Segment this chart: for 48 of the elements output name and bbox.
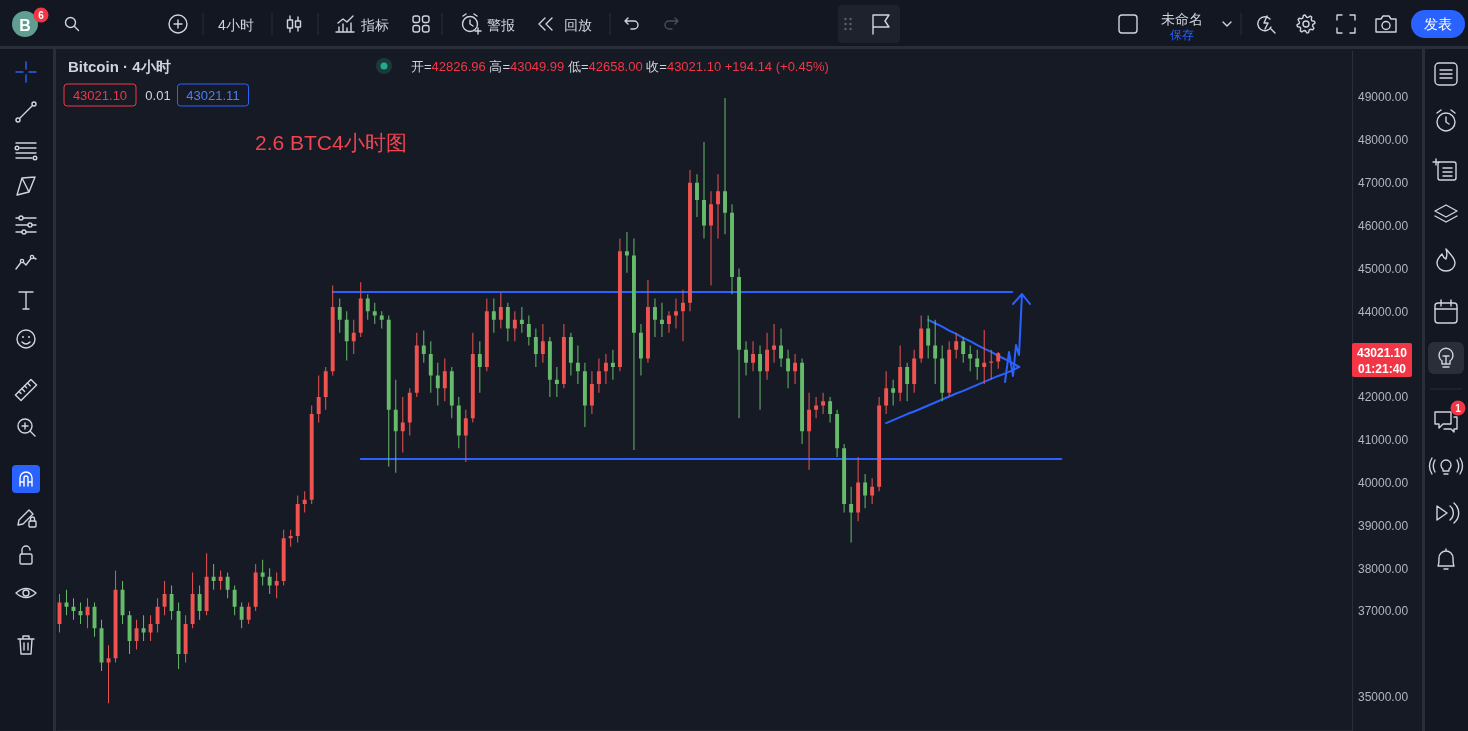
text: 1 <box>1455 402 1462 414</box>
text: 43021.10 <box>1356 346 1408 360</box>
text: 发表 <box>1424 16 1452 32</box>
text: 指标 <box>360 17 389 33</box>
candlestick <box>849 486 854 543</box>
y-tick-label: 41000.00 <box>1358 433 1409 448</box>
text: 保存 <box>1170 28 1194 42</box>
candlestick <box>106 645 111 704</box>
candlestick <box>982 330 987 385</box>
text: Bitcoin · 4小时 <box>68 57 171 75</box>
candlestick <box>400 396 405 453</box>
text: 6 <box>38 9 45 21</box>
y-tick-label: 45000.00 <box>1358 261 1409 276</box>
text: 4小时 <box>218 17 254 33</box>
annotation: 开=42826.96 高=43049.99 低=42658.00 收=43021.10 +194.14 (+0.45%) <box>411 58 829 74</box>
candlestick <box>723 97 727 235</box>
y-tick-label: 47000.00 <box>1358 176 1409 191</box>
candlestick <box>891 379 896 406</box>
candlestick <box>989 349 994 380</box>
annotation: 0.01 <box>145 87 171 103</box>
candlestick <box>372 302 377 325</box>
candlestick <box>772 324 777 363</box>
y-tick-label: 46000.00 <box>1358 218 1409 233</box>
y-tick-label: 49000.00 <box>1358 90 1409 105</box>
y-tick-label: 44000.00 <box>1358 304 1409 319</box>
y-tick-label: 39000.00 <box>1358 518 1409 533</box>
candlestick <box>674 298 678 329</box>
text: B <box>19 16 31 34</box>
y-tick-label: 40000.00 <box>1358 475 1409 490</box>
y-tick-label: 48000.00 <box>1358 133 1409 148</box>
annotation: 43021.10 <box>72 87 128 103</box>
candlestick <box>709 191 713 286</box>
candlestick <box>624 232 629 273</box>
text: 2.6 BTC4小时图 <box>255 130 407 154</box>
y-tick-label: 35000.00 <box>1358 690 1409 705</box>
text: 未命名 <box>1161 11 1203 27</box>
y-tick-label: 38000.00 <box>1358 561 1409 576</box>
y-tick-label: 37000.00 <box>1358 604 1409 619</box>
annotation: 43021.11 <box>186 87 240 103</box>
text: 01:21:40 <box>1357 362 1407 376</box>
y-tick-label: 42000.00 <box>1358 390 1409 405</box>
candlestick <box>716 174 720 239</box>
candlestick <box>996 351 1001 369</box>
candlestick <box>660 302 664 337</box>
candlestick <box>491 298 496 333</box>
text: 警报 <box>487 17 515 33</box>
candlestick <box>814 396 819 419</box>
text: 回放 <box>564 17 592 33</box>
